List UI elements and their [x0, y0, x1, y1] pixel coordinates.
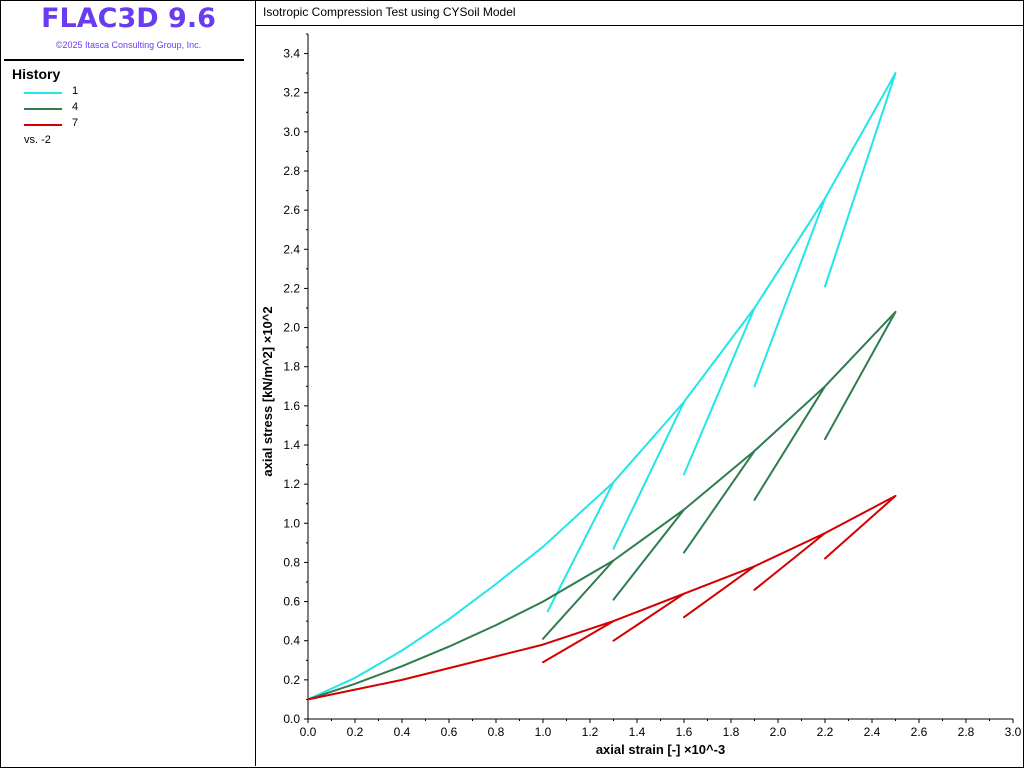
x-tick-label-14: 2.8 [958, 725, 975, 739]
y-tick-label-2: 0.4 [283, 634, 300, 648]
x-tick-label-15: 3.0 [1005, 725, 1022, 739]
y-axis-label: axial stress [kN/m^2] ×10^2 [260, 306, 275, 476]
series-line-1 [307, 72, 897, 701]
x-tick-label-1: 0.2 [347, 725, 364, 739]
x-tick-label-3: 0.6 [441, 725, 458, 739]
y-tick-label-15: 3.0 [283, 125, 300, 139]
y-tick-label-14: 2.8 [283, 164, 300, 178]
y-tick-label-10: 2.0 [283, 321, 300, 335]
x-tick-label-4: 0.8 [488, 725, 505, 739]
y-tick-label-12: 2.4 [283, 242, 300, 256]
series-line-7 [307, 494, 897, 701]
y-tick-label-11: 2.2 [283, 281, 300, 295]
plot-title-divider [256, 25, 1023, 26]
legend-label-4: 4 [72, 101, 79, 113]
x-tick-label-2: 0.4 [394, 725, 411, 739]
x-tick-label-5: 1.0 [535, 725, 552, 739]
legend-swatch-7 [24, 124, 62, 126]
x-tick-label-11: 2.2 [817, 725, 834, 739]
x-tick-label-0: 0.0 [300, 725, 317, 739]
y-tick-label-17: 3.4 [283, 47, 300, 61]
legend-heading: History [12, 66, 61, 82]
y-tick-label-4: 0.8 [283, 555, 300, 569]
x-axis-label: axial strain [-] ×10^-3 [596, 742, 725, 757]
y-tick-label-9: 1.8 [283, 360, 300, 374]
y-tick-label-5: 1.0 [283, 516, 300, 530]
y-tick-label-0: 0.0 [283, 712, 300, 726]
x-tick-label-6: 1.2 [582, 725, 599, 739]
legend-swatch-4 [24, 108, 62, 110]
series-line-4 [307, 310, 897, 701]
y-tick-label-8: 1.6 [283, 399, 300, 413]
chart-svg[interactable]: 0.0 0.2 0.4 0.6 0.8 1.0 1.2 1.4 1.6 1.8 2.0 2.2 2.4 2… [256, 26, 1022, 766]
legend-vs-label: vs. -2 [24, 134, 51, 146]
x-tick-label-7: 1.4 [629, 725, 646, 739]
legend-swatch-1 [24, 92, 62, 94]
x-tick-label-9: 1.8 [723, 725, 740, 739]
x-tick-label-13: 2.6 [911, 725, 928, 739]
x-tick-label-8: 1.6 [676, 725, 693, 739]
app-title: FLAC3D 9.6 [41, 3, 216, 34]
y-tick-label-7: 1.4 [283, 438, 300, 452]
legend-label-1: 1 [72, 85, 79, 97]
x-tick-label-12: 2.4 [864, 725, 881, 739]
x-tick-label-10: 2.0 [770, 725, 787, 739]
y-tick-label-13: 2.6 [283, 203, 300, 217]
legend-panel: FLAC3D 9.6 ©2025 Itasca Consulting Group… [0, 0, 256, 766]
legend-label-7: 7 [72, 117, 79, 129]
y-tick-label-3: 0.6 [283, 595, 300, 609]
y-tick-label-6: 1.2 [283, 477, 300, 491]
copyright-text: ©2025 Itasca Consulting Group, Inc. [55, 40, 202, 50]
y-tick-label-16: 3.2 [283, 86, 300, 100]
plot-title: Isotropic Compression Test using CYSoil … [263, 5, 516, 19]
y-tick-label-1: 0.2 [283, 673, 300, 687]
title-divider [4, 59, 244, 61]
